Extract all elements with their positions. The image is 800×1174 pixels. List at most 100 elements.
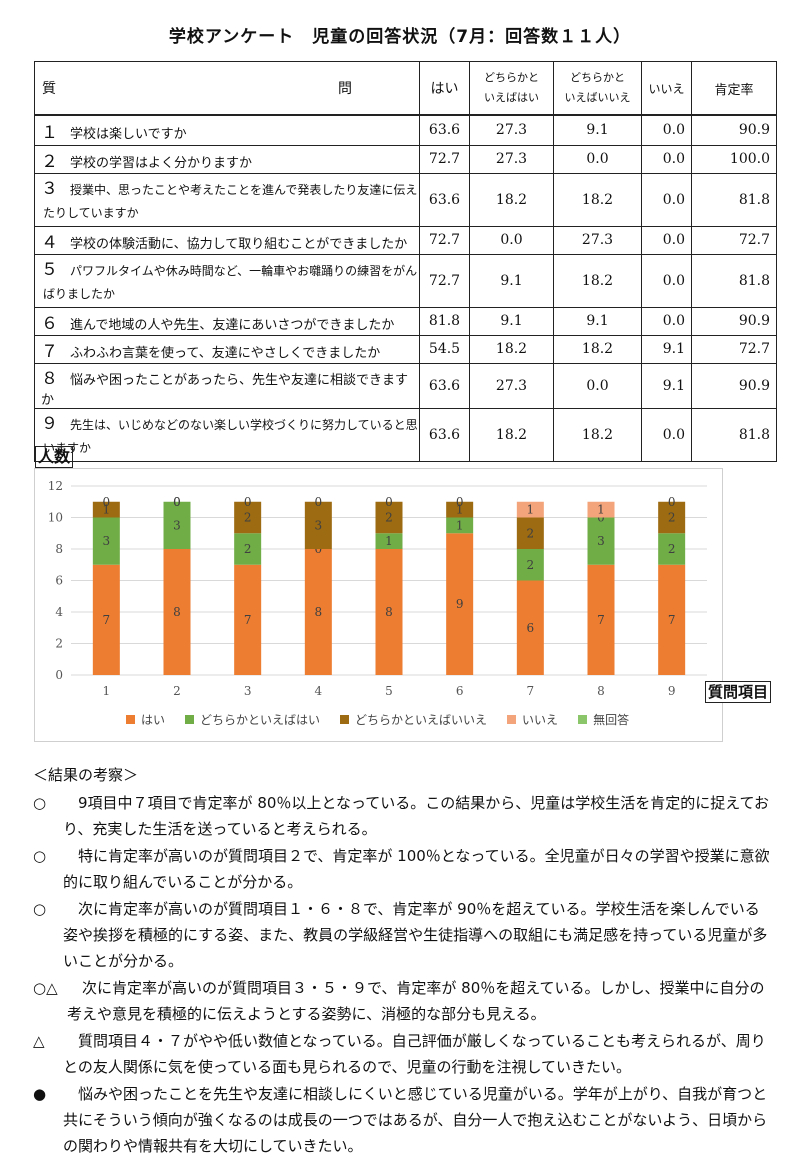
bar-segment (587, 564, 615, 675)
question-number: ２ (41, 151, 58, 172)
header-no: いいえ (641, 61, 692, 116)
header-rate: 肯定率 (691, 61, 777, 116)
table-row: ２ 学校の学習はよく分かりますか 72.7 27.3 0.0 0.0 100.0 (34, 144, 777, 174)
x-tick-label: 7 (527, 684, 535, 698)
question-text: 進んで地域の人や先生、友達にあいさつができましたか (70, 317, 395, 333)
data-label: 0 (385, 495, 393, 509)
data-label: 2 (527, 558, 535, 572)
data-label: 7 (597, 613, 605, 627)
page-title: 学校アンケート 児童の回答状況（7月：回答数１１人） (168, 27, 632, 47)
data-label: 7 (103, 613, 111, 627)
cell-yes: 63.6 (419, 407, 470, 462)
cell-ry: 27.3 (469, 144, 554, 174)
x-tick-label: 9 (668, 684, 676, 698)
data-label: 3 (103, 534, 111, 548)
question-cell: ２ 学校の学習はよく分かりますか (34, 144, 420, 174)
table-row: ８ 悩みや困ったことがあったら、先生や友達に相談できますか 63.6 27.3 0.0 9… (34, 362, 777, 409)
y-tick-label: 0 (55, 668, 63, 682)
question-cell: ３ 授業中、思ったことや考えたことを進んで発表したり友達に伝え たりしていますか (34, 172, 420, 227)
discussion-item: ○ 9項目中７項目で肯定率が 80％以上となっている。この結果から、児童は学校生… (33, 790, 773, 842)
question-cell: ９ 先生は、いじめなどのない楽しい学校づくりに努力していると思 いますか (34, 407, 420, 462)
bar-segment (587, 501, 615, 518)
cell-yes: 72.7 (419, 225, 470, 255)
bar-segment (446, 501, 474, 518)
x-tick-label: 3 (244, 684, 252, 698)
legend-label: はい (141, 713, 166, 727)
cell-rate: 81.8 (691, 407, 777, 462)
y-tick-label: 2 (55, 637, 63, 651)
legend-swatch (578, 715, 588, 724)
cell-no: 9.1 (641, 362, 692, 409)
data-label: 1 (385, 534, 393, 548)
legend-label: どちらかといえばいいえ (355, 713, 488, 727)
cell-yes: 81.8 (419, 306, 470, 336)
legend-swatch (185, 715, 195, 724)
table-row: ４ 学校の体験活動に、協力して取り組むことができましたか 72.7 0.0 27.3 0.… (34, 225, 777, 255)
question-cell: ７ ふわふわ言葉を使って、友達にやさしくできましたか (34, 334, 420, 364)
x-tick-label: 4 (315, 684, 323, 698)
table-row: ３ 授業中、思ったことや考えたことを進んで発表したり友達に伝え たりしていますか 63… (34, 172, 777, 227)
question-number: ５ (41, 259, 58, 280)
question-text: パワフルタイムや休み時間など、一輪車やお囃踊りの練習をがん (70, 263, 418, 278)
cell-ry: 9.1 (469, 306, 554, 336)
cell-rate: 81.8 (691, 172, 777, 227)
x-tick-label: 2 (173, 684, 181, 698)
question-text: 学校の学習はよく分かりますか (70, 155, 253, 171)
cell-yes: 72.7 (419, 253, 470, 308)
legend-label: 無回答 (593, 713, 630, 727)
cell-rate: 90.9 (691, 306, 777, 336)
y-tick-label: 6 (55, 574, 63, 588)
bar-segment (516, 517, 544, 549)
cell-rate: 90.9 (691, 362, 777, 409)
x-tick-label: 6 (456, 684, 464, 698)
data-label: 0 (315, 495, 323, 509)
x-tick-label: 5 (385, 684, 393, 698)
cell-rate: 72.7 (691, 225, 777, 255)
data-label: 0 (668, 495, 676, 509)
discussion-mark: ○△ (33, 979, 58, 997)
question-text: 授業中、思ったことや考えたことを進んで発表したり友達に伝え (70, 182, 418, 197)
discussion-text: 特に肯定率が高いのが質問項目２で、肯定率が 100％となっている。全児童が日々の… (63, 847, 770, 891)
header-rather-no: どちらかと いえばいいえ (553, 61, 642, 116)
y-tick-label: 12 (48, 479, 63, 493)
discussion-mark: ○ (33, 847, 47, 865)
bar-segment (92, 564, 120, 675)
cell-rn: 18.2 (553, 253, 642, 308)
data-label: 0 (173, 495, 181, 509)
cell-rn: 0.0 (553, 144, 642, 174)
question-text: 学校の体験活動に、協力して取り組むことができましたか (70, 236, 408, 252)
data-label: 7 (244, 613, 252, 627)
discussion-mark: ○ (33, 900, 47, 918)
bar-segment (163, 549, 191, 675)
x-tick-label: 8 (597, 684, 605, 698)
question-text: 学校は楽しいですか (70, 126, 187, 142)
cell-rn: 18.2 (553, 334, 642, 364)
bar-segment (234, 501, 262, 534)
table-row: １ 学校は楽しいですか 63.6 27.3 9.1 0.0 90.9 (34, 114, 777, 146)
bar-segment (375, 549, 403, 675)
table-row: ７ ふわふわ言葉を使って、友達にやさしくできましたか 54.5 18.2 18.2 9.1… (34, 334, 777, 364)
question-text-cont: いますか (43, 440, 92, 455)
question-cell: １ 学校は楽しいですか (34, 114, 420, 146)
bar-segment (234, 533, 262, 565)
data-label: 1 (456, 503, 464, 517)
data-label: 6 (527, 621, 535, 635)
legend-item: はい (126, 711, 165, 728)
bar-segment (658, 533, 686, 565)
bar-segment (446, 517, 474, 534)
data-label: 2 (244, 542, 252, 556)
table-row: ６ 進んで地域の人や先生、友達にあいさつができましたか 81.8 9.1 9.1 0.0 9… (34, 306, 777, 336)
cell-rate: 90.9 (691, 114, 777, 146)
data-label: 0 (103, 495, 111, 509)
data-label: 0 (456, 495, 464, 509)
bar-segment (516, 501, 544, 518)
discussion-text: 悩みや困ったことを先生や友達に相談しにくいと感じている児童がいる。学年が上がり、… (63, 1085, 768, 1155)
question-cell: ４ 学校の体験活動に、協力して取り組むことができましたか (34, 225, 420, 255)
data-label: 1 (456, 518, 464, 532)
table-header-row: 質 問 はい どちらかと いえばはい どちらかと いえばいいえ いいえ 肯定率 (34, 61, 777, 116)
question-text: 悩みや困ったことがあったら、先生や友達に相談できますか (41, 372, 409, 408)
discussion-text: 9項目中７項目で肯定率が 80％以上となっている。この結果から、児童は学校生活を… (63, 794, 770, 838)
cell-yes: 63.6 (419, 172, 470, 227)
discussion-text: 質問項目４・７がやや低い数値となっている。自己評価が厳しくなっていることも考えら… (63, 1032, 766, 1076)
data-label: 3 (315, 518, 323, 532)
